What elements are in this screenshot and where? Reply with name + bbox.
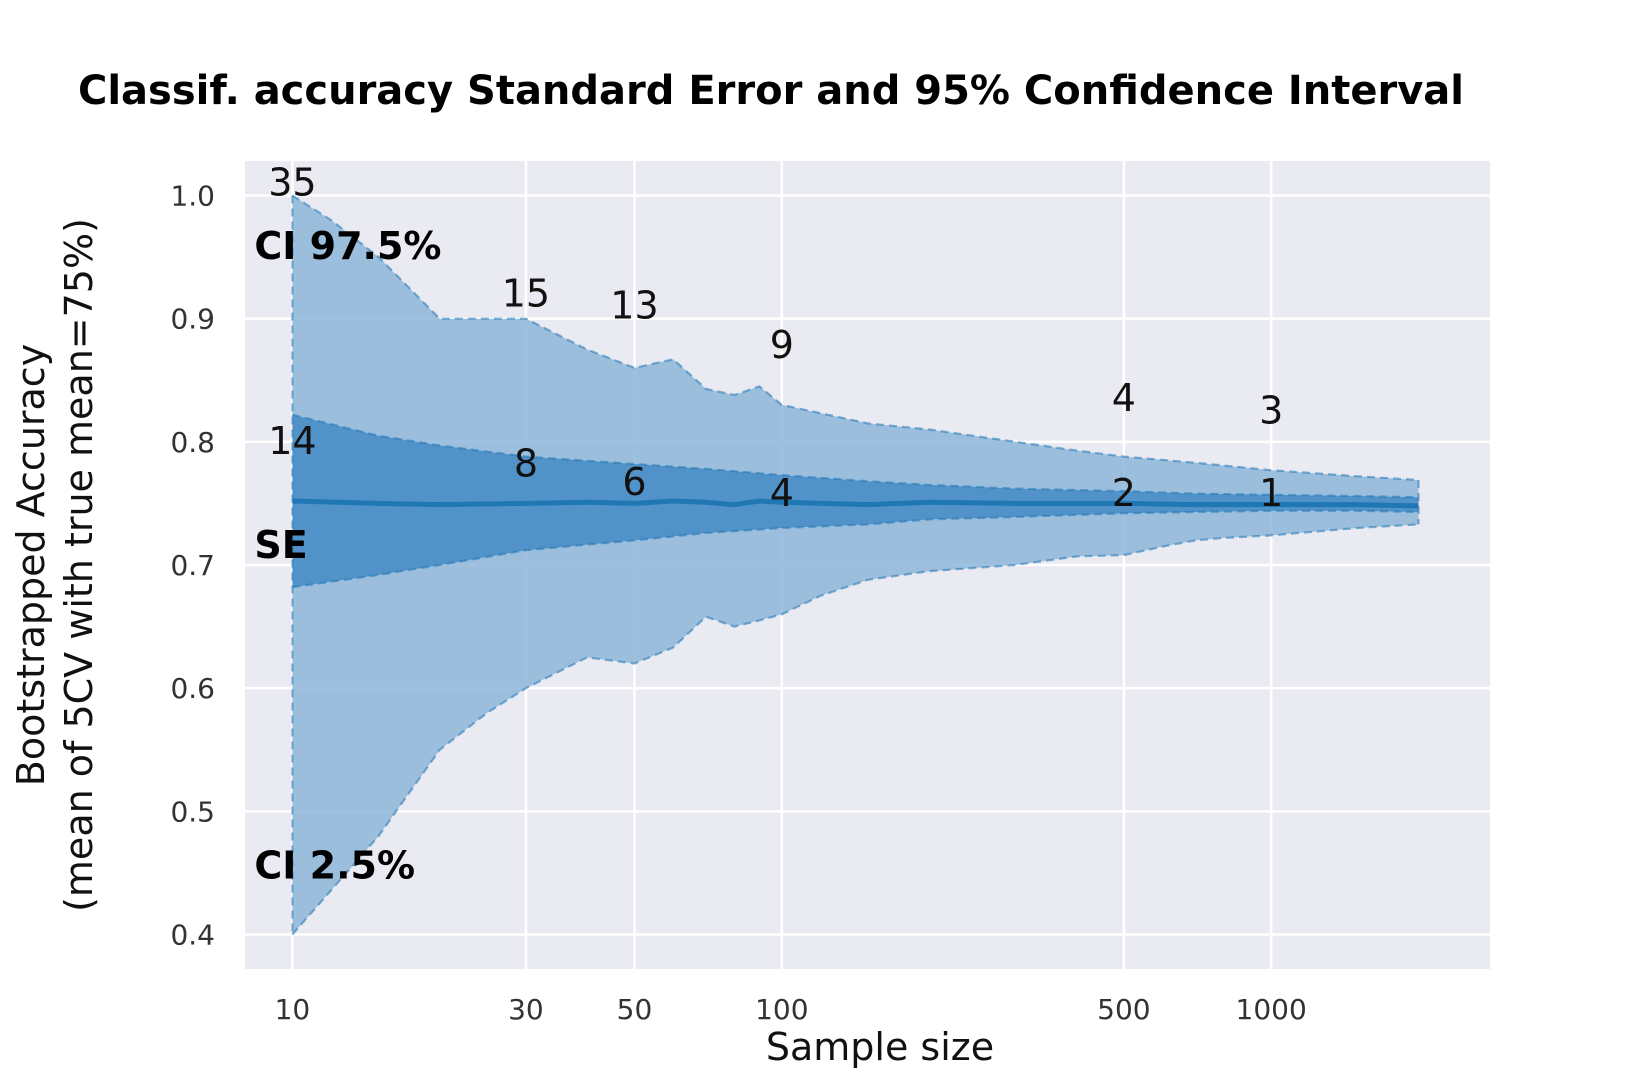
x-tick-label: 500 (1097, 993, 1150, 1026)
band-annotation: CI 97.5% (254, 224, 441, 268)
ci-width-label: 15 (502, 271, 550, 315)
se-width-label: 8 (514, 441, 538, 485)
mean-line (292, 498, 1419, 509)
ci-width-label: 4 (1112, 376, 1136, 420)
ci-width-label: 13 (610, 284, 658, 328)
x-tick-label: 100 (755, 993, 808, 1026)
se-width-label: 6 (622, 460, 646, 504)
y-tick-label: 0.8 (170, 426, 215, 459)
y-axis-label: Bootstrapped Accuracy (9, 344, 53, 786)
se-width-label: 14 (268, 419, 316, 463)
band-annotation: CI 2.5% (254, 843, 415, 887)
y-tick-label: 0.6 (170, 672, 215, 705)
ci-width-label: 9 (770, 323, 794, 367)
y-axis-sublabel: (mean of 5CV with true mean=75%) (57, 218, 101, 912)
x-tick-label: 50 (617, 993, 653, 1026)
ci-width-label: 35 (268, 160, 316, 204)
x-tick-label: 30 (508, 993, 544, 1026)
mean-line-layer (292, 498, 1419, 509)
se-width-label: 2 (1112, 471, 1136, 515)
se-band (292, 414, 1419, 588)
x-axis-label: Sample size (766, 1025, 994, 1068)
y-tick-label: 0.9 (170, 303, 215, 336)
y-tick-label: 1.0 (170, 179, 215, 212)
band-annotation: SE (254, 523, 307, 567)
confidence-bands (291, 194, 1420, 936)
se-lower-line (292, 509, 1419, 589)
ci-upper-line (291, 194, 1419, 482)
tick-labels: 0.4 0.5 0.6 0.7 0.8 0.9 1.0 10 30 50 100 500 1000 (170, 179, 1306, 1026)
ci-width-label: 3 (1259, 388, 1283, 432)
x-tick-label: 10 (275, 993, 311, 1026)
se-width-label: 4 (770, 471, 794, 515)
se-width-label: 1 (1259, 471, 1283, 515)
y-tick-label: 0.4 (170, 919, 215, 952)
y-tick-label: 0.5 (170, 795, 215, 828)
y-tick-label: 0.7 (170, 549, 215, 582)
chart-title: Classif. accuracy Standard Error and 95%… (78, 68, 1464, 114)
x-tick-label: 1000 (1236, 993, 1307, 1026)
ci-band (292, 195, 1419, 935)
annotation-layer: CI 97.5% SE CI 2.5% 35 15 13 9 4 3 14 8 6 4 2 1 (254, 160, 1283, 887)
